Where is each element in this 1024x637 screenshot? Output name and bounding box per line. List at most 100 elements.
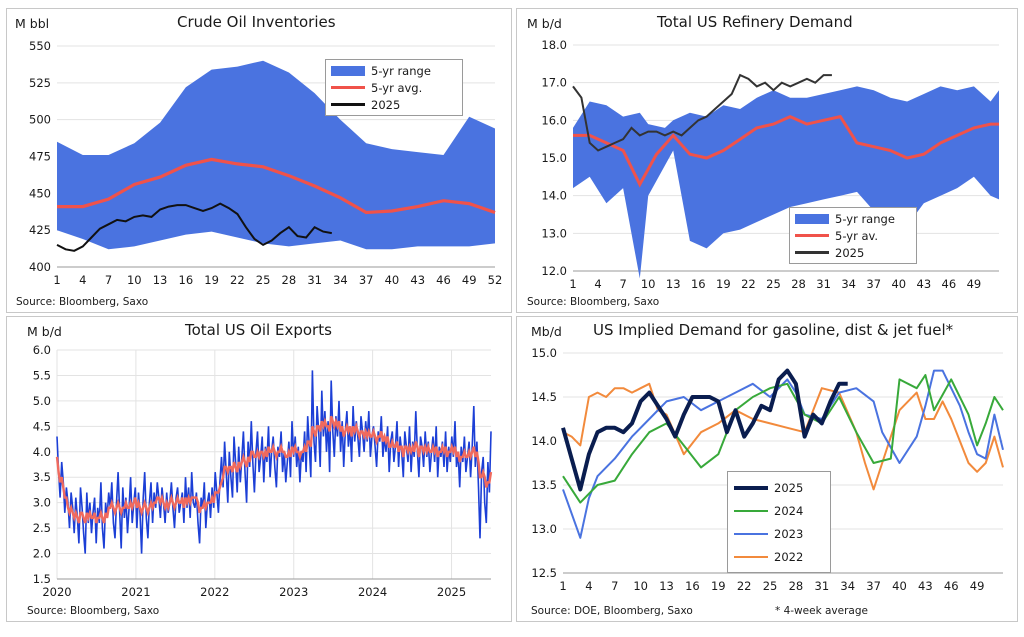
crude-inventories-panel: 400 425 450 475 500 525 550 1 4 7 10 13 16 19 22 25 28 31… — [6, 8, 512, 313]
implied-demand-chart: 12.5 13.0 13.5 14.0 14.5 15.0 1 4 7 10 13 16 19 22 25 2… — [531, 346, 1004, 593]
source-note: Source: DOE, Bloomberg, Saxo — [531, 605, 693, 617]
source-note: Source: Bloomberg, Saxo — [16, 296, 149, 308]
y-axis-unit: Mb/d — [531, 324, 562, 339]
y-tick-label: 550 — [29, 39, 51, 53]
y-axis-unit: M bbl — [15, 16, 50, 31]
y-tick-label: 2.5 — [33, 521, 51, 535]
y-tick-label: 500 — [29, 113, 51, 127]
y-tick-label: 13.0 — [541, 226, 567, 240]
legend-item-2025: 2025 — [734, 476, 824, 499]
crude-inventories-chart: 400 425 450 475 500 525 550 1 4 7 10 13 16 19 22 25 28 31… — [29, 39, 502, 287]
y-tick-label: 1.5 — [33, 572, 51, 586]
y-tick-label: 5.5 — [33, 368, 51, 382]
refinery-demand-panel: 12.0 13.0 14.0 15.0 16.0 17.0 18.0 1 4 7 10 13 16 19 2… — [516, 8, 1018, 313]
x-tick-label: 49 — [967, 277, 982, 291]
x-tick-label: 16 — [685, 579, 700, 593]
x-tick-label: 2020 — [42, 585, 71, 599]
x-tick-label: 13 — [659, 579, 674, 593]
x-tick-label: 49 — [970, 579, 985, 593]
legend-swatch — [734, 509, 768, 512]
y-axis-unit: M b/d — [527, 16, 562, 31]
legend-swatch — [331, 65, 365, 76]
legend-label: 5-yr range — [835, 211, 895, 226]
legend-label: 2025 — [774, 480, 804, 495]
x-tick-label: 22 — [741, 277, 756, 291]
legend-swatch — [331, 103, 365, 106]
y-tick-label: 400 — [29, 260, 51, 274]
legend-item-avg: 5-yr avg. — [331, 79, 457, 96]
x-tick-label: 4 — [585, 579, 592, 593]
legend-swatch — [331, 86, 365, 89]
legend-label: 5-yr av. — [835, 228, 879, 243]
x-tick-label: 2024 — [358, 585, 387, 599]
x-tick-label: 13 — [153, 273, 168, 287]
x-tick-label: 34 — [841, 277, 856, 291]
x-tick-label: 31 — [815, 579, 830, 593]
legend-item-2025: 2025 — [331, 96, 457, 113]
series-2022-line — [562, 382, 1004, 491]
x-tick-label: 1 — [559, 579, 566, 593]
y-tick-label: 425 — [29, 223, 51, 237]
legend-label: 2025 — [835, 245, 865, 260]
x-tick-label: 2021 — [121, 585, 150, 599]
y-tick-label: 18.0 — [541, 38, 567, 52]
legend-label: 2022 — [774, 549, 804, 564]
y-tick-label: 475 — [29, 150, 51, 164]
x-tick-label: 2025 — [437, 585, 466, 599]
legend-item-range: 5-yr range — [331, 62, 457, 79]
y-tick-label: 12.0 — [541, 264, 567, 278]
chart-title: Crude Oil Inventories — [177, 13, 336, 31]
y-tick-label: 5.0 — [33, 394, 51, 408]
x-tick-label: 28 — [791, 277, 806, 291]
y-tick-label: 450 — [29, 186, 51, 200]
y-tick-label: 14.5 — [531, 390, 557, 404]
x-tick-label: 37 — [866, 579, 881, 593]
chart-title: Total US Oil Exports — [185, 321, 332, 339]
x-tick-label: 37 — [359, 273, 374, 287]
x-tick-label: 40 — [385, 273, 400, 287]
legend-item-2025: 2025 — [795, 244, 911, 261]
x-tick-label: 25 — [766, 277, 781, 291]
legend-swatch — [795, 234, 829, 237]
five-year-range-band — [573, 86, 999, 279]
x-tick-label: 46 — [436, 273, 451, 287]
legend-swatch — [734, 555, 768, 558]
x-tick-label: 43 — [917, 277, 932, 291]
legend-label: 2025 — [371, 97, 401, 112]
series-2025-line — [561, 368, 848, 492]
source-note: Source: Bloomberg, Saxo — [27, 605, 160, 617]
legend-label: 5-yr range — [371, 63, 431, 78]
y-tick-label: 14.0 — [541, 189, 567, 203]
y-tick-label: 15.0 — [531, 346, 557, 360]
five-year-avg-line — [573, 114, 999, 188]
x-tick-label: 2022 — [200, 585, 229, 599]
x-tick-label: 1 — [569, 277, 576, 291]
x-tick-label: 43 — [918, 579, 933, 593]
exports-average-line — [55, 415, 493, 524]
y-tick-label: 13.0 — [531, 522, 557, 536]
x-tick-label: 10 — [641, 277, 656, 291]
legend-item-2024: 2024 — [734, 499, 824, 522]
y-tick-label: 3.5 — [33, 470, 51, 484]
chart-legend: 2025 2024 2023 2022 — [727, 471, 831, 573]
chart-title: US Implied Demand for gasoline, dist & j… — [593, 321, 954, 339]
y-axis-unit: M b/d — [27, 324, 62, 339]
x-tick-label: 40 — [892, 579, 907, 593]
chart-legend: 5-yr range 5-yr av. 2025 — [789, 207, 917, 264]
x-tick-label: 4 — [594, 277, 601, 291]
x-tick-label: 4 — [79, 273, 86, 287]
x-tick-label: 19 — [716, 277, 731, 291]
x-tick-label: 25 — [256, 273, 271, 287]
y-tick-label: 14.0 — [531, 434, 557, 448]
y-tick-label: 12.5 — [531, 566, 557, 580]
refinery-demand-chart: 12.0 13.0 14.0 15.0 16.0 17.0 18.0 1 4 7 10 13 16 19 2… — [541, 38, 999, 291]
x-tick-label: 19 — [711, 579, 726, 593]
y-tick-label: 6.0 — [33, 343, 51, 357]
footnote: * 4-week average — [775, 605, 868, 617]
oil-exports-chart: 1.5 2.0 2.5 3.0 3.5 4.0 4.5 5.0 5.5 6.0 2020 2021 20… — [33, 343, 493, 599]
series-2025-line — [56, 202, 332, 252]
x-tick-label: 19 — [204, 273, 219, 287]
x-tick-label: 40 — [891, 277, 906, 291]
x-tick-label: 22 — [737, 579, 752, 593]
x-tick-label: 25 — [763, 579, 778, 593]
